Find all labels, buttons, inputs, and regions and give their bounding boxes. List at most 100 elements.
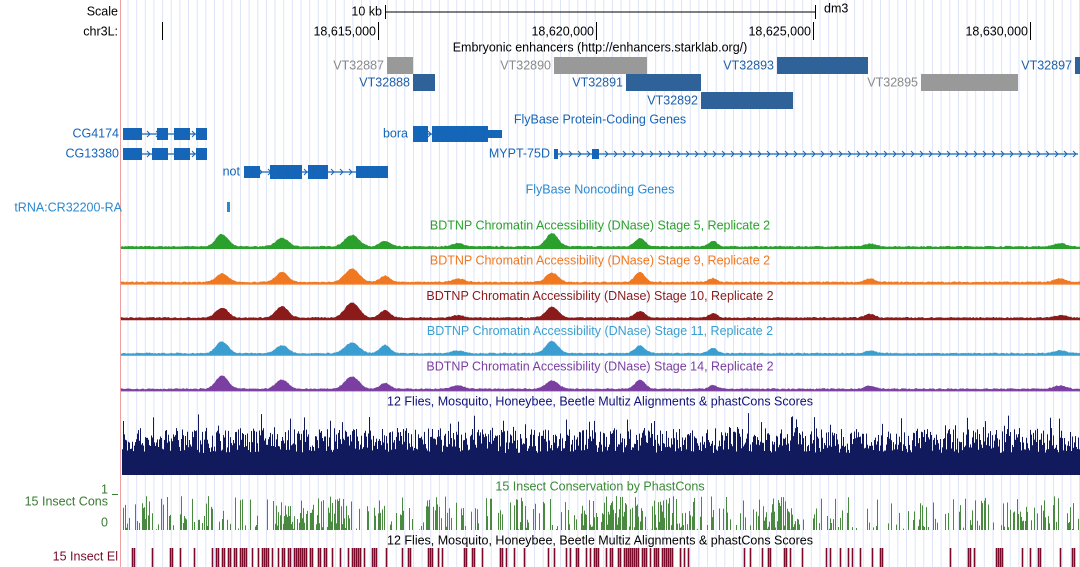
strand-arrow xyxy=(128,130,133,138)
strand-arrow xyxy=(919,150,924,158)
strand-arrow xyxy=(427,130,432,138)
strand-arrow xyxy=(1000,150,1005,158)
strand-arrow xyxy=(137,150,142,158)
strand-arrow xyxy=(339,168,344,176)
strand-arrow xyxy=(1018,150,1023,158)
track-title: 12 Flies, Mosquito, Honeybee, Beetle Mul… xyxy=(387,394,813,408)
strand-arrow xyxy=(137,130,142,138)
strand-arrow xyxy=(928,150,933,158)
enhancer xyxy=(701,92,793,109)
dnase-signal xyxy=(120,268,1080,284)
strand-arrow xyxy=(982,150,987,158)
strand-arrow xyxy=(622,150,627,158)
scale-label: Scale xyxy=(87,4,118,18)
element-bars xyxy=(131,548,1076,567)
strand-arrow xyxy=(937,150,942,158)
strand-arrow xyxy=(631,150,636,158)
strand-arrow xyxy=(649,150,654,158)
strand-arrow xyxy=(1054,150,1059,158)
exon xyxy=(308,165,328,179)
dnase-signal xyxy=(120,340,1080,356)
strand-arrow xyxy=(454,130,459,138)
tracks[interactable]: Scale 10 kb dm3 chr3L: 18,615,000 18,620,000 1… xyxy=(14,1,1080,567)
exon xyxy=(157,128,168,140)
strand-arrow xyxy=(1027,150,1032,158)
strand-arrow xyxy=(146,130,151,138)
strand-arrow xyxy=(613,150,618,158)
enhancer xyxy=(554,57,647,74)
enhancer-label: VT32895 xyxy=(867,75,918,89)
multiz-signal xyxy=(122,413,1080,475)
strand-arrow xyxy=(604,150,609,158)
exon xyxy=(432,126,488,142)
strand-arrow xyxy=(155,150,160,158)
exon xyxy=(196,148,207,160)
track-title: BDTNP Chromatin Accessibility (DNase) St… xyxy=(426,359,773,373)
strand-arrow xyxy=(946,150,951,158)
position-label: 18,630,000 xyxy=(965,24,1028,38)
enhancer-label: VT32887 xyxy=(333,58,384,72)
strand-arrow xyxy=(577,150,582,158)
assembly: dm3 xyxy=(824,1,848,15)
track-title: Embryonic enhancers (http://enhancers.st… xyxy=(453,40,748,54)
track-title: 15 Insect Conservation by PhastCons xyxy=(495,479,704,493)
gene-label: not xyxy=(223,164,241,178)
enhancer-label: VT32892 xyxy=(647,93,698,107)
position-label: 18,620,000 xyxy=(531,24,594,38)
strand-arrow xyxy=(766,150,771,158)
strand-arrow xyxy=(595,150,600,158)
strand-arrow xyxy=(640,150,645,158)
gene-label: tRNA:CR32200-RA xyxy=(14,200,122,214)
dnase-signal xyxy=(120,302,1080,320)
strand-arrow xyxy=(182,130,187,138)
strand-arrow xyxy=(357,168,362,176)
position-label: 18,625,000 xyxy=(748,24,811,38)
strand-arrow xyxy=(481,130,486,138)
side-label: 15 Insect Cons xyxy=(25,494,108,508)
strand-arrow xyxy=(285,168,290,176)
strand-arrow xyxy=(757,150,762,158)
strand-arrow xyxy=(883,150,888,158)
strand-arrow xyxy=(838,150,843,158)
strand-arrow xyxy=(348,168,353,176)
strand-arrow xyxy=(973,150,978,158)
strand-arrow xyxy=(793,150,798,158)
exon xyxy=(152,148,168,160)
axis-label: 1 xyxy=(101,482,108,496)
strand-arrow xyxy=(303,168,308,176)
strand-arrow xyxy=(964,150,969,158)
strand-arrow xyxy=(258,168,263,176)
axis-label: 0 xyxy=(101,515,108,529)
strand-arrow xyxy=(436,130,441,138)
strand-arrow xyxy=(1009,150,1014,158)
strand-arrow xyxy=(802,150,807,158)
strand-arrow xyxy=(874,150,879,158)
strand-arrow xyxy=(892,150,897,158)
strand-arrow xyxy=(865,150,870,158)
enhancer-label: VT32890 xyxy=(500,58,551,72)
exon xyxy=(244,166,260,178)
strand-arrow xyxy=(559,150,564,158)
strand-arrow xyxy=(200,130,205,138)
strand-arrow xyxy=(901,150,906,158)
track-title: BDTNP Chromatin Accessibility (DNase) St… xyxy=(426,289,773,303)
strand-arrow xyxy=(164,130,169,138)
enhancer xyxy=(387,57,413,74)
strand-arrow xyxy=(991,150,996,158)
gene-label: CG4174 xyxy=(72,126,119,140)
strand-arrow xyxy=(811,150,816,158)
chrom-label: chr3L: xyxy=(83,24,118,38)
strand-arrow xyxy=(173,150,178,158)
strand-arrow xyxy=(955,150,960,158)
exon xyxy=(554,149,558,159)
enhancer-label: VT32893 xyxy=(723,58,774,72)
exon xyxy=(174,148,190,160)
strand-arrow xyxy=(191,150,196,158)
strand-arrow xyxy=(330,168,335,176)
exon xyxy=(592,149,599,159)
strand-arrow xyxy=(703,150,708,158)
enhancer xyxy=(777,57,868,74)
ncrna xyxy=(227,202,230,212)
enhancer-label: VT32897 xyxy=(1021,58,1072,72)
